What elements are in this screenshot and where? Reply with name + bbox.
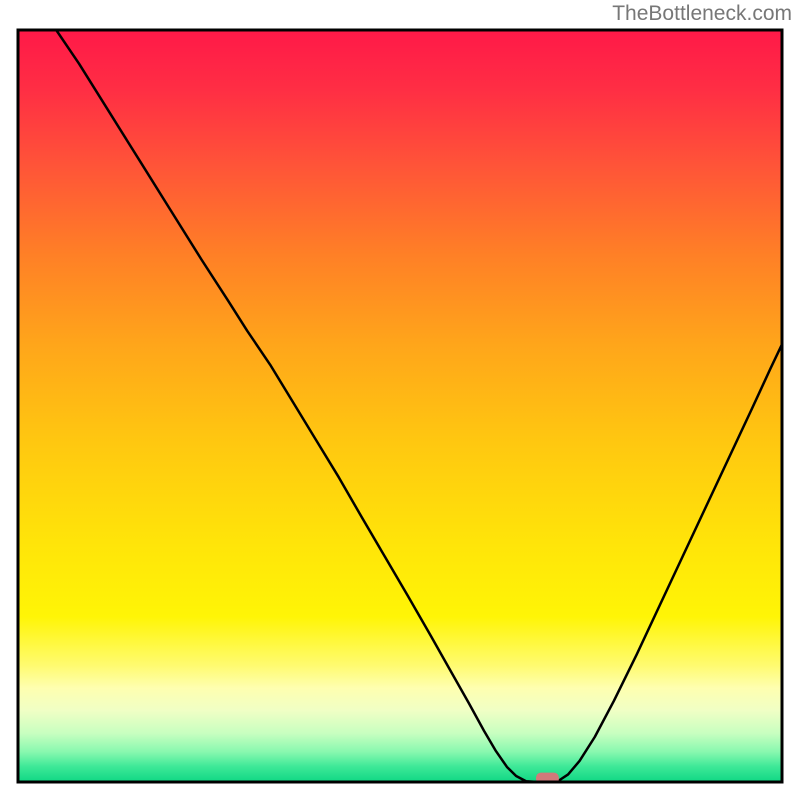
bottleneck-chart: [0, 0, 800, 800]
watermark-text: TheBottleneck.com: [612, 2, 792, 26]
gradient-background: [18, 30, 782, 782]
